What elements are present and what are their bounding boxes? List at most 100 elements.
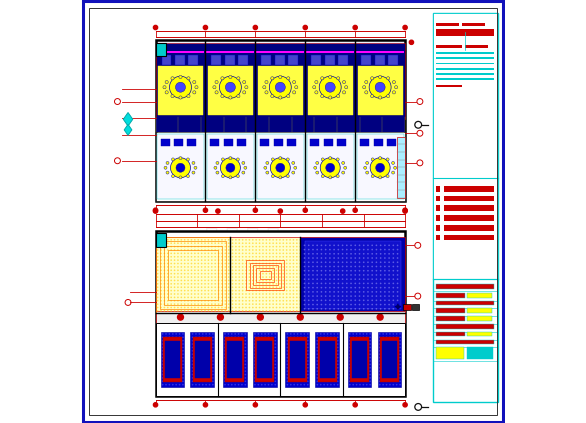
Circle shape	[326, 380, 328, 382]
Circle shape	[190, 310, 192, 312]
Circle shape	[316, 350, 318, 352]
Circle shape	[323, 353, 325, 355]
Circle shape	[369, 76, 391, 98]
Circle shape	[190, 307, 192, 308]
Circle shape	[337, 367, 339, 368]
Circle shape	[321, 266, 322, 267]
Circle shape	[192, 353, 193, 355]
Circle shape	[330, 350, 332, 352]
Circle shape	[215, 91, 218, 94]
Circle shape	[304, 287, 305, 288]
Circle shape	[268, 333, 270, 335]
Circle shape	[352, 353, 354, 355]
Circle shape	[271, 77, 274, 80]
Circle shape	[316, 287, 318, 288]
Circle shape	[292, 310, 294, 312]
Circle shape	[369, 360, 371, 362]
Circle shape	[342, 295, 343, 297]
Circle shape	[289, 300, 291, 302]
Circle shape	[292, 286, 294, 288]
Circle shape	[180, 307, 182, 308]
Circle shape	[207, 286, 209, 288]
Circle shape	[282, 307, 284, 308]
Circle shape	[376, 278, 377, 280]
Bar	[156, 43, 166, 56]
Circle shape	[211, 239, 213, 241]
Circle shape	[299, 307, 301, 308]
Circle shape	[262, 263, 264, 264]
Circle shape	[346, 274, 347, 276]
Circle shape	[300, 370, 302, 372]
Circle shape	[224, 259, 226, 261]
Circle shape	[296, 293, 298, 295]
Circle shape	[262, 280, 264, 281]
Circle shape	[307, 357, 309, 358]
Circle shape	[252, 303, 254, 305]
Circle shape	[292, 283, 294, 285]
Circle shape	[173, 239, 175, 241]
Circle shape	[234, 370, 236, 372]
Circle shape	[202, 350, 203, 352]
Circle shape	[188, 249, 189, 251]
Circle shape	[184, 266, 186, 268]
Circle shape	[372, 304, 373, 305]
Circle shape	[286, 266, 288, 268]
Bar	[156, 233, 166, 247]
Circle shape	[173, 286, 175, 288]
Circle shape	[195, 336, 197, 338]
Circle shape	[296, 276, 298, 278]
Circle shape	[292, 293, 294, 295]
Circle shape	[316, 343, 318, 345]
Circle shape	[245, 242, 247, 244]
Circle shape	[262, 300, 264, 302]
Circle shape	[257, 357, 259, 358]
Circle shape	[211, 273, 213, 275]
Circle shape	[372, 249, 373, 250]
Circle shape	[336, 94, 340, 98]
Circle shape	[350, 287, 352, 288]
Bar	[466, 316, 492, 321]
Circle shape	[350, 266, 352, 267]
Circle shape	[257, 380, 259, 382]
Circle shape	[184, 280, 186, 281]
Circle shape	[279, 256, 281, 258]
Circle shape	[190, 239, 192, 241]
Circle shape	[333, 270, 335, 272]
Bar	[218, 323, 280, 396]
Circle shape	[214, 263, 216, 264]
Circle shape	[386, 370, 387, 372]
Circle shape	[177, 300, 179, 302]
Circle shape	[197, 253, 199, 254]
Circle shape	[235, 266, 237, 268]
Circle shape	[235, 239, 237, 241]
Circle shape	[259, 249, 260, 251]
Circle shape	[304, 308, 305, 310]
Circle shape	[248, 293, 250, 295]
Circle shape	[304, 350, 305, 352]
Bar	[444, 195, 494, 201]
Circle shape	[179, 350, 180, 352]
Circle shape	[235, 242, 237, 244]
Circle shape	[359, 308, 360, 310]
Circle shape	[162, 363, 163, 365]
Circle shape	[372, 299, 373, 301]
Circle shape	[224, 256, 226, 258]
Circle shape	[169, 333, 171, 335]
Circle shape	[346, 249, 347, 250]
Circle shape	[294, 333, 295, 335]
Circle shape	[372, 253, 373, 255]
Circle shape	[252, 256, 254, 258]
Circle shape	[359, 295, 360, 297]
Circle shape	[265, 269, 267, 271]
Circle shape	[227, 360, 229, 362]
Circle shape	[214, 303, 216, 305]
Circle shape	[384, 304, 386, 305]
Circle shape	[202, 340, 203, 341]
Circle shape	[396, 343, 397, 345]
Circle shape	[286, 297, 288, 298]
Circle shape	[167, 239, 169, 241]
Circle shape	[197, 263, 199, 264]
Circle shape	[224, 263, 226, 264]
Bar	[323, 139, 333, 146]
Circle shape	[261, 346, 263, 348]
